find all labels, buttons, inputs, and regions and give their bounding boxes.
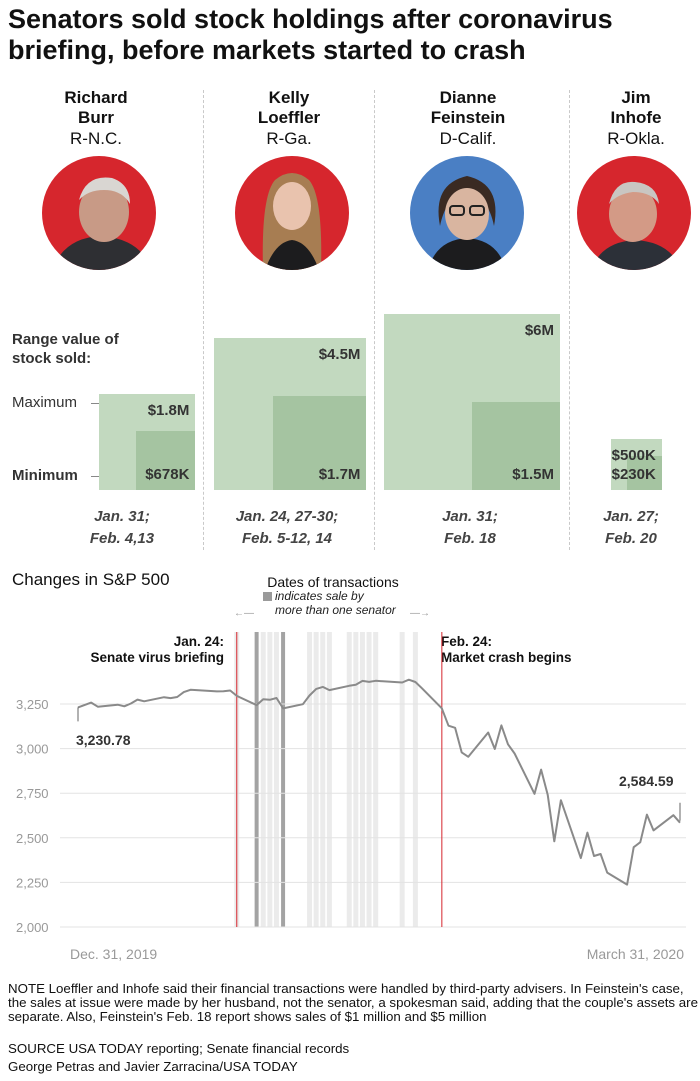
- arrow-right-icon: —→: [410, 608, 430, 619]
- legend-note: more than one senator: [275, 603, 396, 617]
- senator-party: D-Calif.: [439, 129, 497, 148]
- senator-name: Richard Burr: [64, 88, 128, 127]
- min-range-bar: [272, 396, 367, 490]
- transaction-stripe: [320, 632, 326, 927]
- sp500-chart: 2,000 2,250 2,500 2,750 3,000 3,250 Dec. 31, 2…: [16, 632, 686, 962]
- transaction-stripe: [366, 632, 372, 927]
- min-value-label: $1.5M: [512, 466, 554, 483]
- event-date: Jan. 24:: [173, 634, 224, 649]
- maximum-tick: [91, 403, 100, 404]
- min-range-bar: [472, 402, 560, 490]
- y-tick-label: 2,750: [16, 786, 49, 801]
- legend-swatch: [263, 592, 272, 601]
- loeffler-portrait: [235, 156, 349, 270]
- senator-feinstein: Dianne Feinstein D-Calif.: [383, 88, 553, 149]
- event-date: Feb. 24:: [441, 634, 493, 649]
- transaction-stripe: [373, 632, 379, 927]
- transaction-stripe: [254, 632, 259, 927]
- arrow-left-icon: ←—: [234, 608, 254, 619]
- column-divider: [569, 90, 570, 550]
- senator-name: Kelly Loeffler: [257, 88, 321, 127]
- max-value-label: $6M: [524, 322, 554, 339]
- y-tick-label: 2,000: [16, 920, 49, 935]
- y-tick-label: 3,250: [16, 697, 49, 712]
- event-crash: Feb. 24: Market crash begins: [441, 634, 572, 666]
- transaction-stripe: [412, 632, 418, 927]
- dates-line: Jan. 31;: [442, 508, 498, 525]
- max-value-label: $500K: [611, 447, 656, 465]
- max-value-label: $4.5M: [318, 345, 361, 363]
- senator-inhofe: Jim Inhofe R-Okla.: [551, 88, 700, 149]
- min-value-label: $230K: [611, 466, 656, 483]
- x-start-label: Dec. 31, 2019: [70, 946, 157, 962]
- min-range-bar: [627, 455, 662, 490]
- transaction-stripe: [260, 632, 266, 927]
- min-value-label: $678K: [145, 466, 190, 483]
- y-tick-label: 2,250: [16, 875, 49, 890]
- feinstein-portrait: [410, 156, 524, 270]
- dates-line: Jan. 31;: [94, 508, 150, 525]
- transaction-stripe: [346, 632, 352, 927]
- bar-heading: Range value of stock sold:: [12, 331, 119, 367]
- note-text: NOTE Loeffler and Inhofe said their fina…: [8, 981, 698, 1024]
- burr-portrait: [42, 156, 156, 270]
- min-range-bar: [136, 430, 196, 490]
- dates-line: Feb. 18: [444, 530, 496, 547]
- transaction-dates-inhofe: Jan. 27; Feb. 20: [546, 506, 700, 550]
- column-divider: [374, 90, 375, 550]
- legend-title: Dates of transactions: [267, 574, 399, 590]
- event-text: Market crash begins: [441, 650, 572, 665]
- end-value-label: 2,584.59: [619, 773, 674, 789]
- transaction-stripe: [399, 632, 405, 927]
- transaction-stripe: [326, 632, 332, 927]
- senator-party: R-Ga.: [266, 129, 312, 148]
- minimum-label: Minimum: [12, 467, 78, 484]
- event-text: Senate virus briefing: [90, 650, 224, 665]
- min-value-label: $1.7M: [318, 466, 361, 483]
- y-tick-label: 3,000: [16, 742, 49, 757]
- transaction-stripe: [307, 632, 313, 927]
- transaction-stripe: [267, 632, 273, 927]
- dates-line: Jan. 27;: [603, 508, 659, 525]
- transaction-dates-feinstein: Jan. 31; Feb. 18: [385, 506, 555, 550]
- dates-line: Feb. 5-12, 14: [241, 530, 333, 547]
- dates-line: Feb. 20: [605, 530, 657, 547]
- inhofe-portrait: [577, 156, 691, 270]
- transaction-stripe: [313, 632, 319, 927]
- transaction-dates-loeffler: Jan. 24, 27-30; Feb. 5-12, 14: [202, 506, 372, 550]
- dates-line: Feb. 4,13: [89, 530, 155, 547]
- event-briefing: Jan. 24: Senate virus briefing: [80, 634, 224, 666]
- sp500-line: [77, 678, 681, 886]
- credit-text: George Petras and Javier Zarracina/USA T…: [8, 1059, 298, 1074]
- transaction-stripe: [281, 632, 286, 927]
- dates-line: Jan. 24, 27-30;: [235, 508, 339, 525]
- column-divider: [203, 90, 204, 550]
- legend-note: indicates sale by: [275, 589, 364, 603]
- maximum-label: Maximum: [12, 394, 78, 411]
- senator-name: Dianne Feinstein: [430, 88, 506, 127]
- page-title: Senators sold stock holdings after coron…: [8, 4, 613, 65]
- senator-name: Jim Inhofe: [610, 88, 662, 127]
- transaction-dates-burr: Jan. 31; Feb. 4,13: [37, 506, 207, 550]
- transaction-stripe: [359, 632, 365, 927]
- source-text: SOURCE USA TODAY reporting; Senate finan…: [8, 1041, 350, 1056]
- transaction-stripe: [273, 632, 279, 927]
- senator-burr: Richard Burr R-N.C.: [11, 88, 181, 149]
- start-value-label: 3,230.78: [76, 732, 131, 748]
- x-end-label: March 31, 2020: [587, 946, 684, 962]
- senator-party: R-Okla.: [607, 129, 665, 148]
- transaction-stripe: [353, 632, 359, 927]
- senator-loeffler: Kelly Loeffler R-Ga.: [204, 88, 374, 149]
- y-tick-label: 2,500: [16, 831, 49, 846]
- senator-party: R-N.C.: [70, 129, 122, 148]
- max-value-label: $1.8M: [147, 401, 190, 419]
- sp-title: Changes in S&P 500: [12, 570, 170, 589]
